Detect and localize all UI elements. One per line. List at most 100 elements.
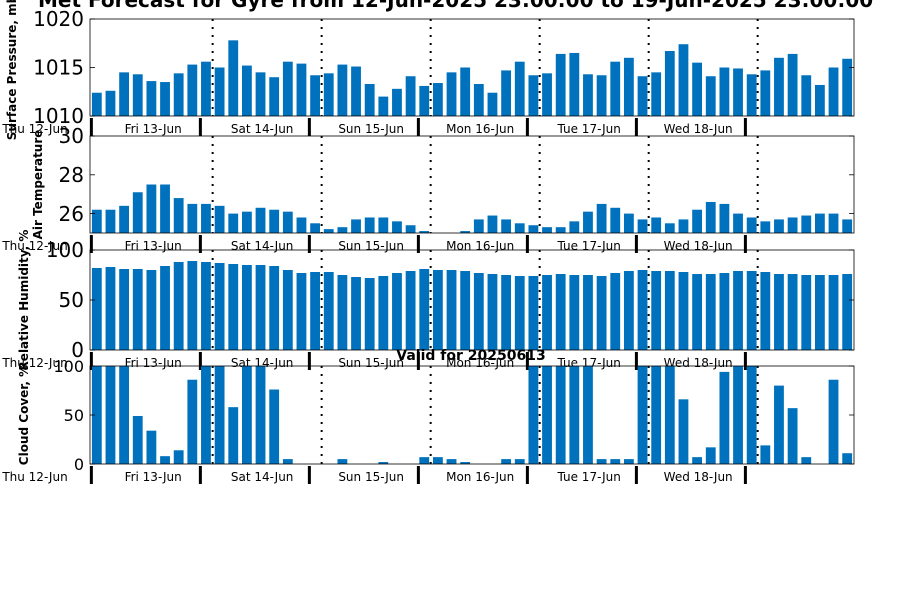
day-label-1-6: Tue 17-Jun xyxy=(557,122,621,136)
bar-3-32 xyxy=(514,276,525,350)
y-tick-label-2: 28 xyxy=(59,163,84,187)
bar-1-28 xyxy=(460,67,471,116)
bar-1-19 xyxy=(337,64,348,116)
y-tick-label-2: 26 xyxy=(59,202,84,226)
day-label-2-6: Tue 17-Jun xyxy=(557,239,621,253)
bar-3-4 xyxy=(132,269,143,350)
bar-4-47 xyxy=(719,371,730,464)
bar-2-50 xyxy=(760,221,771,233)
bar-1-25 xyxy=(419,85,430,116)
day-label-3-5: Mon 16-Jun xyxy=(446,356,514,370)
bar-2-7 xyxy=(173,198,184,233)
bar-3-15 xyxy=(282,270,293,350)
bar-3-50 xyxy=(760,272,771,350)
bar-4-37 xyxy=(583,366,593,464)
bar-4-11 xyxy=(228,407,239,464)
bar-4-55 xyxy=(828,379,839,464)
bar-1-9 xyxy=(201,61,211,116)
bar-3-9 xyxy=(201,262,211,350)
bar-3-10 xyxy=(214,263,225,350)
bar-3-43 xyxy=(664,271,675,350)
bar-2-10 xyxy=(214,205,225,233)
day-label-1-3: Sat 14-Jun xyxy=(231,122,294,136)
bar-2-33 xyxy=(528,225,539,233)
y-axis-label-2: Air Temperature xyxy=(31,130,45,240)
bar-4-35 xyxy=(555,366,566,464)
bar-1-31 xyxy=(501,70,512,116)
bar-4-41 xyxy=(637,366,648,464)
bar-4-38 xyxy=(596,459,607,464)
bar-3-1 xyxy=(91,268,102,350)
bar-2-31 xyxy=(501,219,512,233)
bar-2-48 xyxy=(733,213,743,233)
bar-2-46 xyxy=(705,201,716,233)
bar-1-56 xyxy=(842,58,853,116)
bar-4-48 xyxy=(733,366,743,464)
bar-2-22 xyxy=(378,217,389,233)
bar-1-26 xyxy=(432,83,443,116)
bar-2-11 xyxy=(228,213,239,233)
bar-1-53 xyxy=(801,75,812,116)
bar-1-36 xyxy=(569,52,580,116)
y-tick-label-2: 30 xyxy=(59,124,84,148)
bar-3-49 xyxy=(746,271,757,350)
bar-3-8 xyxy=(187,261,198,350)
bar-2-49 xyxy=(746,217,757,233)
day-label-2-7: Wed 18-Jun xyxy=(664,239,733,253)
bar-4-46 xyxy=(705,447,716,464)
bar-3-31 xyxy=(501,275,512,350)
bar-3-33 xyxy=(528,276,539,350)
day-label-2-3: Sat 14-Jun xyxy=(231,239,294,253)
bar-3-3 xyxy=(119,269,130,350)
bar-1-11 xyxy=(228,40,239,117)
bar-2-25 xyxy=(419,231,430,233)
bar-4-53 xyxy=(801,457,812,464)
bar-2-42 xyxy=(651,217,662,233)
bar-4-52 xyxy=(787,408,798,464)
bar-4-40 xyxy=(623,459,634,464)
bar-1-7 xyxy=(173,73,184,116)
bar-1-15 xyxy=(282,61,293,116)
bar-2-56 xyxy=(842,219,853,233)
day-label-4-7: Wed 18-Jun xyxy=(664,470,733,484)
bar-1-40 xyxy=(623,57,634,116)
bar-4-33 xyxy=(528,366,539,464)
bar-2-29 xyxy=(473,219,484,233)
bar-2-16 xyxy=(296,217,307,233)
bar-2-4 xyxy=(132,192,143,233)
bar-2-36 xyxy=(569,221,580,233)
chart-title: Met Forecast for Gyre from 12-Jun-2025 2… xyxy=(38,0,874,12)
y-tick-label-1: 1010 xyxy=(33,104,84,128)
bar-2-8 xyxy=(187,203,198,233)
bar-1-17 xyxy=(310,75,321,116)
bar-1-34 xyxy=(542,73,552,116)
bar-4-39 xyxy=(610,459,621,464)
bar-4-15 xyxy=(282,459,293,464)
day-label-4-1: Thu 12-Jun xyxy=(1,470,67,484)
bar-3-13 xyxy=(255,265,266,350)
bar-4-2 xyxy=(105,366,116,464)
bar-2-1 xyxy=(91,209,102,233)
bar-2-38 xyxy=(596,203,607,233)
bar-3-5 xyxy=(146,270,157,350)
bar-1-42 xyxy=(651,72,662,116)
bar-4-56 xyxy=(842,453,853,464)
bar-2-23 xyxy=(392,221,402,233)
bar-2-3 xyxy=(119,205,130,233)
bar-3-6 xyxy=(160,266,170,350)
y-axis-label-4: Cloud Cover, % xyxy=(17,365,31,465)
bar-4-49 xyxy=(746,366,757,464)
bar-2-54 xyxy=(814,213,825,233)
bar-3-7 xyxy=(173,262,184,350)
bar-3-39 xyxy=(610,273,621,350)
day-label-4-5: Mon 16-Jun xyxy=(446,470,514,484)
bar-3-14 xyxy=(269,266,280,350)
bar-1-29 xyxy=(473,83,484,116)
bar-3-47 xyxy=(719,273,730,350)
day-label-3-4: Sun 15-Jun xyxy=(338,356,404,370)
y-tick-label-4: 100 xyxy=(53,357,84,376)
bar-2-44 xyxy=(678,219,689,233)
y-tick-label-3: 0 xyxy=(71,338,84,362)
bar-1-49 xyxy=(746,74,757,116)
